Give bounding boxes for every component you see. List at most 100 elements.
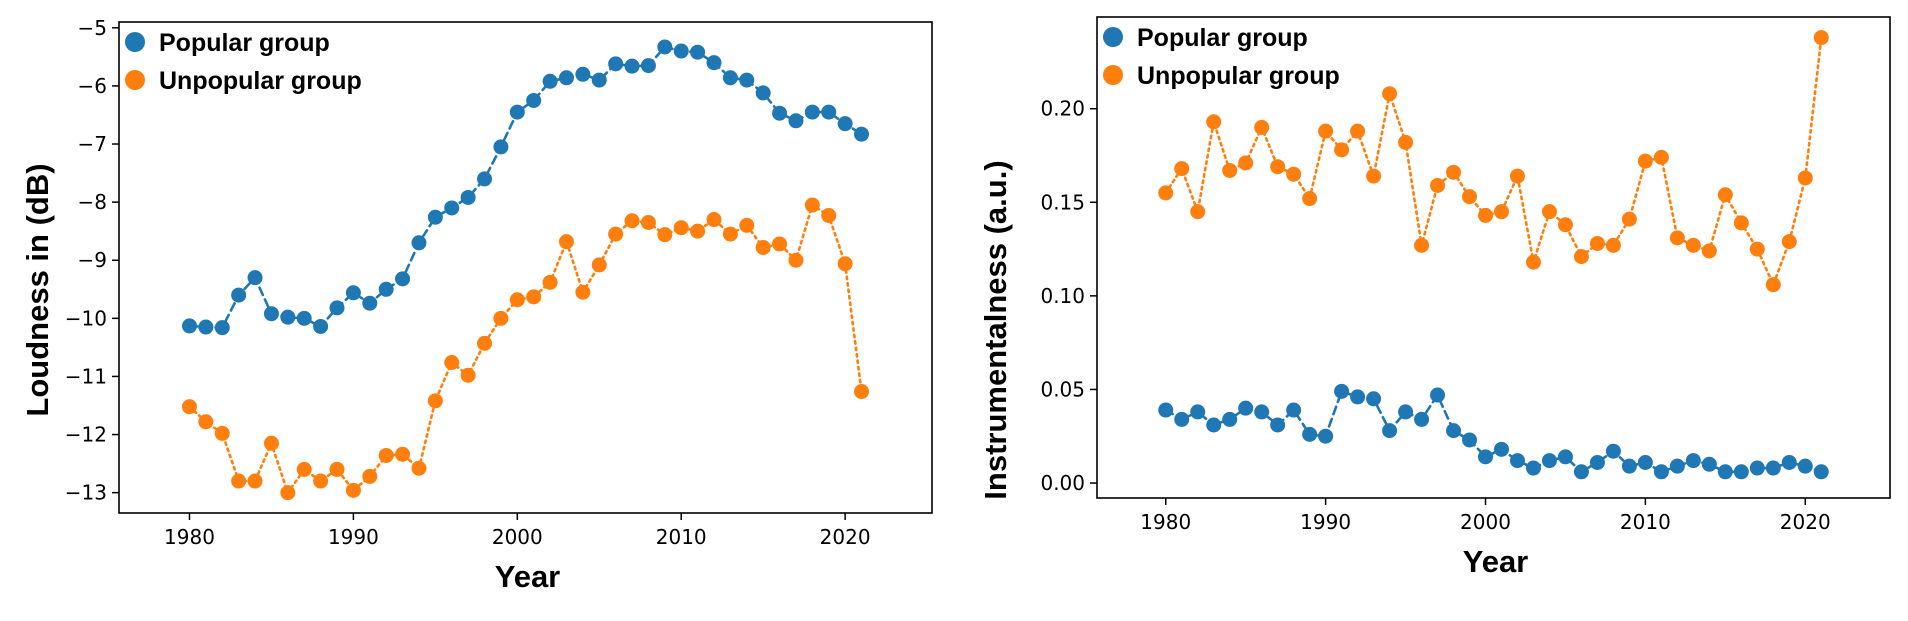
unpopular-group-point bbox=[329, 461, 345, 477]
popular-group-point bbox=[1605, 443, 1621, 459]
popular-group-point bbox=[1701, 456, 1717, 472]
unpopular-group-line bbox=[188, 202, 863, 496]
unpopular-group-point bbox=[1765, 277, 1781, 293]
x-tick-label: 2020 bbox=[820, 525, 871, 549]
popular-group-point bbox=[362, 295, 378, 311]
unpopular-group-point bbox=[673, 220, 689, 236]
y-tick-label: 0.10 bbox=[1040, 284, 1085, 308]
unpopular-group-point bbox=[296, 461, 312, 477]
x-tick-label: 1980 bbox=[1140, 510, 1191, 534]
popular-group-point bbox=[1238, 400, 1254, 416]
plot-frame bbox=[118, 21, 933, 514]
popular-group-point bbox=[673, 43, 689, 59]
popular-group-point bbox=[1637, 454, 1653, 470]
unpopular-group-point bbox=[509, 292, 525, 308]
loudness-chart: 1980 1990 2000 2010 2020 −13 −12 −11 −10 −9 −8 −7 −6… bbox=[20, 16, 933, 594]
unpopular-group-point bbox=[1174, 161, 1190, 177]
x-tick-label: 2000 bbox=[492, 525, 543, 549]
unpopular-group-point bbox=[1701, 243, 1717, 259]
y-tick-label: −12 bbox=[65, 423, 107, 447]
unpopular-group-point bbox=[1222, 162, 1238, 178]
popular-group-point bbox=[1669, 458, 1685, 474]
popular-group-point bbox=[1509, 453, 1525, 469]
unpopular-group-line bbox=[1164, 36, 1823, 289]
unpopular-group-point bbox=[1430, 177, 1446, 193]
unpopular-group-point bbox=[477, 335, 493, 351]
unpopular-group-point bbox=[1621, 211, 1637, 227]
unpopular-group-point bbox=[280, 485, 296, 501]
y-tick-label: −8 bbox=[78, 190, 107, 214]
popular-group-point bbox=[755, 85, 771, 101]
unpopular-group-point bbox=[837, 256, 853, 272]
unpopular-group-point bbox=[558, 234, 574, 250]
popular-group-point bbox=[722, 70, 738, 86]
unpopular-group-point bbox=[1366, 168, 1382, 184]
unpopular-group-point bbox=[1557, 217, 1573, 233]
popular-group-point bbox=[739, 72, 755, 88]
popular-group-point bbox=[395, 271, 411, 287]
unpopular-group-point bbox=[362, 468, 378, 484]
popular-group-point bbox=[509, 104, 525, 120]
unpopular-group-point bbox=[1398, 134, 1414, 150]
unpopular-group-point bbox=[526, 289, 542, 305]
popular-group-point bbox=[1318, 428, 1334, 444]
unpopular-group-point bbox=[263, 435, 279, 451]
unpopular-group-point bbox=[411, 460, 427, 476]
unpopular-group-point bbox=[493, 310, 509, 326]
unpopular-group-point bbox=[722, 226, 738, 242]
popular-group-point bbox=[1190, 404, 1206, 420]
unpopular-group-point bbox=[804, 197, 820, 213]
unpopular-group-point bbox=[198, 414, 214, 430]
x-tick-label: 1980 bbox=[164, 525, 215, 549]
popular-group-point bbox=[1493, 441, 1509, 457]
popular-group-point bbox=[1350, 389, 1366, 405]
unpopular-group-point bbox=[1286, 166, 1302, 182]
unpopular-group-point bbox=[1589, 235, 1605, 251]
y-axis-title: Instrumentalness (a.u.) bbox=[978, 160, 1013, 499]
unpopular-group-point bbox=[657, 227, 673, 243]
legend-marker-popular-group bbox=[1103, 27, 1123, 47]
popular-group-point bbox=[772, 105, 788, 121]
unpopular-group-point bbox=[690, 223, 706, 239]
popular-group-point bbox=[1414, 411, 1430, 427]
unpopular-group-point bbox=[1478, 207, 1494, 223]
unpopular-group-point bbox=[755, 239, 771, 255]
popular-group-point bbox=[477, 171, 493, 187]
popular-group-point bbox=[411, 235, 427, 251]
popular-group-point bbox=[231, 287, 247, 303]
popular-group-point bbox=[427, 209, 443, 225]
popular-group-point bbox=[1302, 426, 1318, 442]
x-tick-label: 1990 bbox=[1300, 510, 1351, 534]
popular-group-point bbox=[1733, 464, 1749, 480]
unpopular-group-point bbox=[1190, 204, 1206, 220]
popular-group-point bbox=[1621, 458, 1637, 474]
popular-group-point bbox=[1430, 387, 1446, 403]
unpopular-group-point bbox=[1254, 119, 1270, 135]
unpopular-group-point bbox=[1302, 191, 1318, 207]
x-tick-label: 2010 bbox=[656, 525, 707, 549]
unpopular-group-point bbox=[1318, 123, 1334, 139]
popular-group-point bbox=[1749, 460, 1765, 476]
unpopular-group-point bbox=[1382, 86, 1398, 102]
y-tick-label: −13 bbox=[65, 481, 107, 505]
popular-group-point bbox=[181, 318, 197, 334]
popular-group-point bbox=[1398, 404, 1414, 420]
legend-label-popular-group: Popular group bbox=[1137, 24, 1308, 52]
unpopular-group-point bbox=[214, 425, 230, 441]
popular-group-point bbox=[558, 70, 574, 86]
unpopular-group-point bbox=[460, 367, 476, 383]
unpopular-group-point bbox=[1158, 185, 1174, 201]
popular-group-point bbox=[1781, 454, 1797, 470]
popular-group-point bbox=[1573, 464, 1589, 480]
unpopular-group-point bbox=[1493, 204, 1509, 220]
unpopular-group-point bbox=[1573, 249, 1589, 265]
unpopular-group-point bbox=[608, 226, 624, 242]
popular-group-point bbox=[1653, 464, 1669, 480]
unpopular-group-point bbox=[345, 482, 361, 498]
popular-group-point bbox=[706, 55, 722, 71]
popular-group-point bbox=[1541, 453, 1557, 469]
x-tick-label: 1990 bbox=[328, 525, 379, 549]
popular-group-point bbox=[1525, 460, 1541, 476]
unpopular-group-point bbox=[427, 393, 443, 409]
